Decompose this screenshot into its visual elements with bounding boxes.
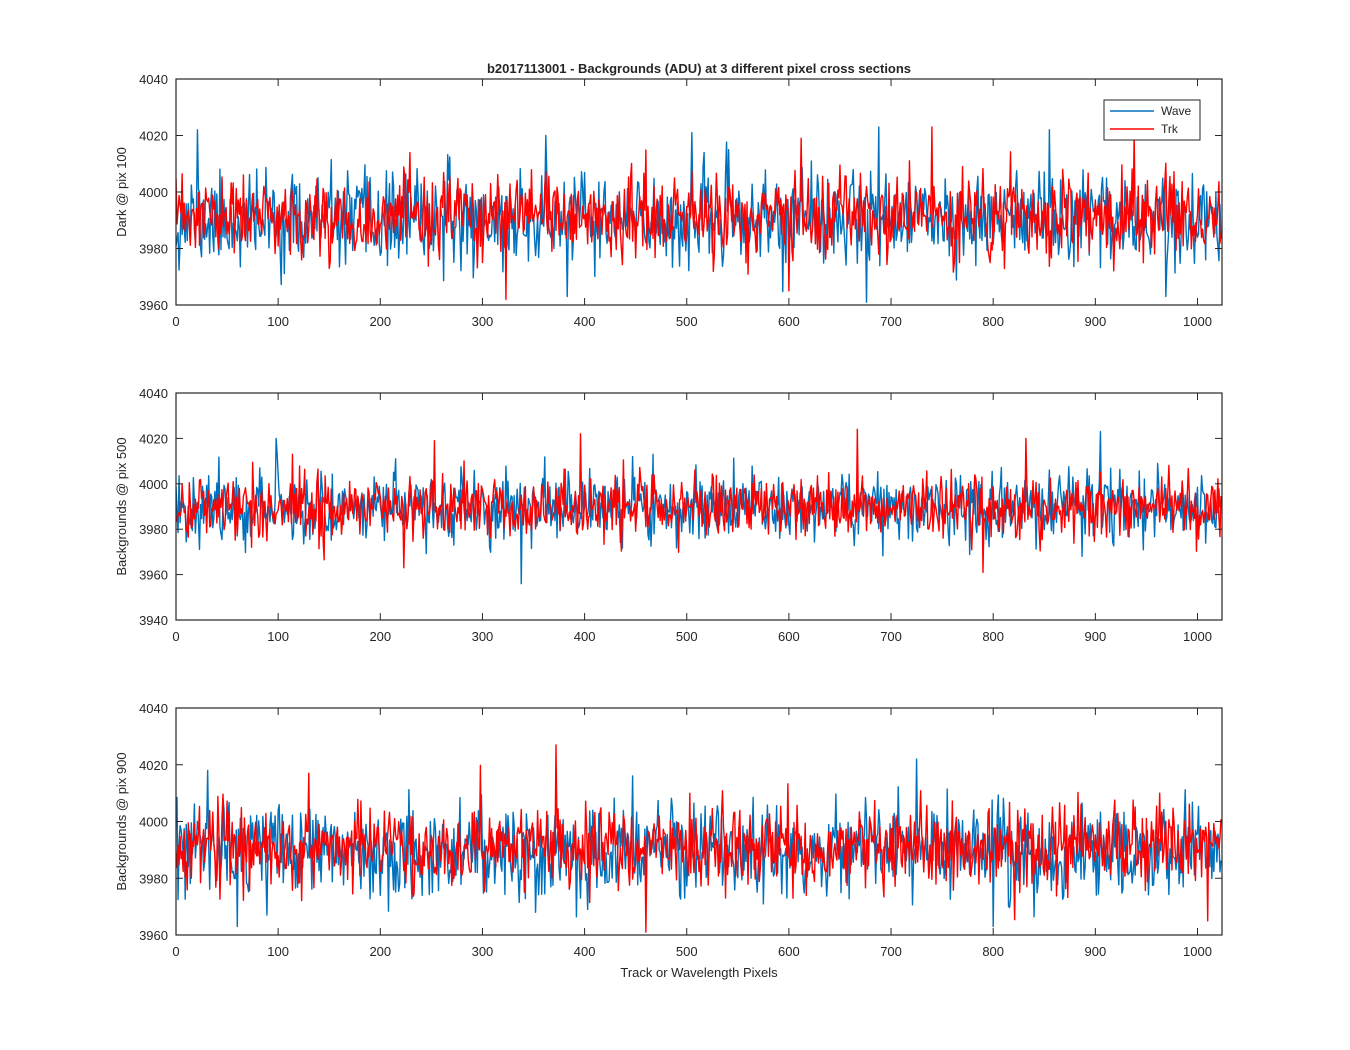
x-tick-label: 600 [778, 314, 800, 329]
x-tick-label: 300 [472, 629, 494, 644]
y-tick-label: 3960 [139, 928, 168, 943]
series-line-trk-1 [176, 126, 1222, 301]
subplots: 0 100 200 300 400 500 600 700 800 900 100039603980… [114, 72, 1223, 959]
subplot-2: 0 100 200 300 400 500 600 700 800 900 1000 3940 3960… [114, 386, 1223, 644]
y-tick-label: 3980 [139, 522, 168, 537]
plot-area-3 [176, 744, 1222, 933]
x-tick-label: 500 [676, 944, 698, 959]
y-tick-label: 4000 [139, 185, 168, 200]
series-line-trk-3 [176, 744, 1222, 933]
x-tick-label: 400 [574, 944, 596, 959]
x-tick-label: 500 [676, 629, 698, 644]
x-tick-label: 900 [1084, 944, 1106, 959]
y-axis-label-1: Dark @ pix 100 [114, 147, 129, 237]
y-tick-label: 3960 [139, 298, 168, 313]
x-tick-label: 0 [172, 629, 179, 644]
x-tick-label: 700 [880, 629, 902, 644]
x-tick-label: 500 [676, 314, 698, 329]
y-axis-label-2: Backgrounds @ pix 500 [114, 437, 129, 575]
y-tick-label: 3940 [139, 613, 168, 628]
y-tick-label: 4040 [139, 72, 168, 87]
y-tick-label: 4020 [139, 129, 168, 144]
x-tick-label: 100 [267, 944, 289, 959]
y-tick-label: 4000 [139, 815, 168, 830]
x-axis-label: Track or Wavelength Pixels [620, 965, 778, 980]
x-tick-label: 200 [369, 944, 391, 959]
x-tick-label: 700 [880, 944, 902, 959]
x-tick-label: 1000 [1183, 314, 1212, 329]
y-tick-label: 4040 [139, 386, 168, 401]
legend-box [1103, 99, 1201, 141]
figure-title: b2017113001 - Backgrounds (ADU) at 3 dif… [487, 61, 911, 76]
x-tick-label: 900 [1084, 629, 1106, 644]
axes-box-2 [175, 392, 1223, 621]
x-tick-label: 200 [369, 629, 391, 644]
y-tick-label: 4000 [139, 477, 168, 492]
x-tick-label: 100 [267, 629, 289, 644]
legend: Wave Trk [1103, 99, 1201, 141]
x-tick-label: 600 [778, 944, 800, 959]
y-axis-label-3: Backgrounds @ pix 900 [114, 752, 129, 890]
x-tick-label: 400 [574, 629, 596, 644]
x-tick-label: 100 [267, 314, 289, 329]
y-tick-label: 3980 [139, 242, 168, 257]
y-tick-label: 4020 [139, 758, 168, 773]
x-tick-label: 300 [472, 314, 494, 329]
x-tick-label: 800 [982, 944, 1004, 959]
y-tick-label: 4020 [139, 431, 168, 446]
series-line-trk-2 [176, 428, 1222, 574]
x-tick-label: 1000 [1183, 944, 1212, 959]
y-tick-label: 3960 [139, 568, 168, 583]
plot-area-2 [176, 428, 1222, 585]
x-tick-label: 800 [982, 314, 1004, 329]
x-tick-label: 0 [172, 944, 179, 959]
plot-area-1 [176, 126, 1222, 303]
x-tick-label: 800 [982, 629, 1004, 644]
x-tick-label: 400 [574, 314, 596, 329]
legend-label-trk: Trk [1161, 122, 1179, 136]
subplot-3: 0 100 200 300 400 500 600 700 800 900 1000 3960 3980… [114, 701, 1223, 959]
x-tick-label: 200 [369, 314, 391, 329]
x-tick-label: 300 [472, 944, 494, 959]
x-tick-label: 700 [880, 314, 902, 329]
x-tick-label: 900 [1084, 314, 1106, 329]
legend-label-wave: Wave [1161, 104, 1192, 118]
x-tick-label: 600 [778, 629, 800, 644]
y-tick-label: 3980 [139, 871, 168, 886]
x-tick-label: 0 [172, 314, 179, 329]
subplot-1: 0 100 200 300 400 500 600 700 800 900 1000 3960 3980… [114, 72, 1223, 329]
x-tick-label: 1000 [1183, 629, 1212, 644]
y-tick-label: 4040 [139, 701, 168, 716]
